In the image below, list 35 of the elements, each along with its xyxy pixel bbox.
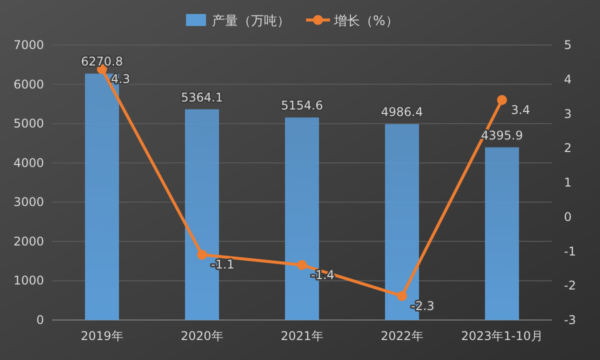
x-tick-label: 2023年1-10月 [461, 329, 543, 343]
data-label: 6270.8 [81, 54, 123, 69]
point [297, 260, 307, 270]
x-tick-label: 2022年 [380, 329, 424, 343]
x-tick-label: 2019年 [80, 329, 124, 343]
legend-label: 产量（万吨） [212, 14, 290, 29]
y-tick-label: 7000 [13, 38, 44, 52]
y2-tick-label: 5 [564, 38, 572, 52]
y-tick-label: 6000 [13, 77, 44, 92]
data-label: 4986.4 [381, 105, 423, 120]
y2-tick-label: -2 [564, 278, 576, 293]
x-tick-label: 2021年 [280, 329, 324, 343]
y2-tick-label: -3 [564, 313, 576, 327]
y-tick-label: 1000 [13, 274, 44, 288]
y-tick-label: 5000 [13, 116, 44, 131]
point [397, 290, 407, 301]
legend-label: 增长（%） [333, 14, 398, 29]
y2-tick-label: 2 [564, 141, 572, 156]
y-tick-label: 4000 [13, 156, 44, 170]
y-tick-label: 2000 [13, 234, 44, 248]
y2-tick-label: -1 [564, 244, 576, 258]
y2-tick-label: 0 [564, 210, 572, 224]
point [197, 250, 207, 260]
y-tick-label: 0 [36, 313, 44, 327]
y2-tick-label: 3 [564, 106, 572, 121]
data-label: 5364.1 [181, 90, 223, 104]
y2-tick-label: 1 [564, 176, 572, 190]
y2-tick-label: 4 [564, 72, 572, 86]
bar [485, 147, 519, 320]
point [497, 95, 507, 105]
data-label: -1.4 [311, 268, 334, 282]
x-tick-label: 2020年 [180, 329, 224, 343]
y-tick-label: 3000 [13, 195, 44, 210]
data-label: 5154.6 [281, 98, 323, 112]
data-label: 3.4 [511, 103, 530, 117]
